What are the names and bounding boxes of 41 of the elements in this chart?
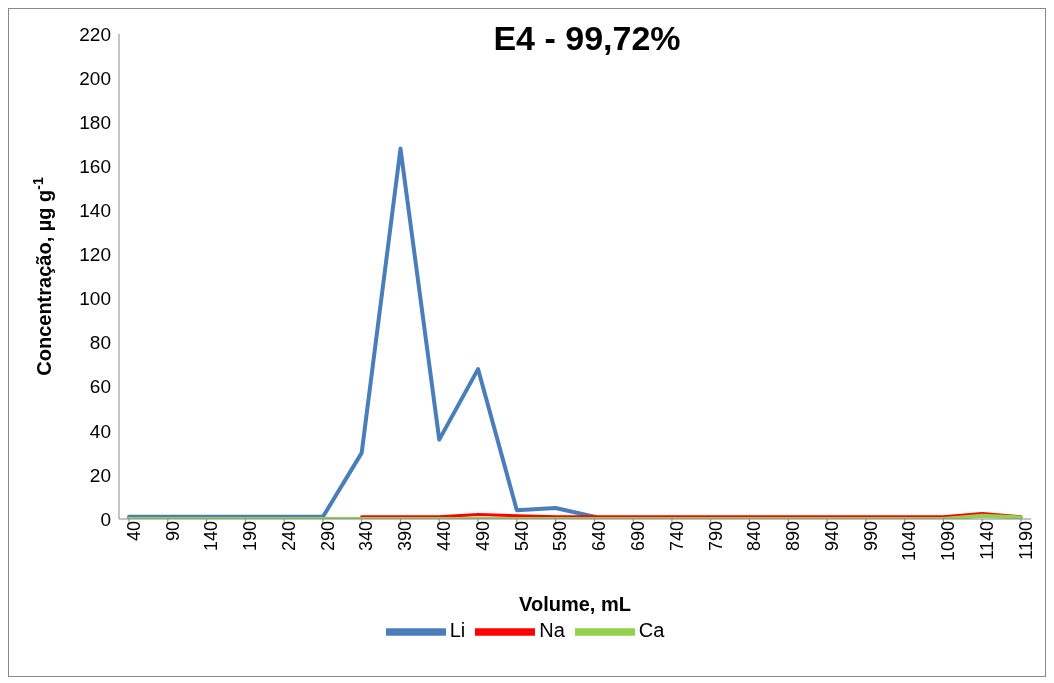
x-tick-label: 1090 xyxy=(938,521,959,562)
x-tick-label: 740 xyxy=(666,521,687,552)
x-tick-label: 290 xyxy=(317,521,338,552)
y-tick-label: 80 xyxy=(89,332,111,354)
x-tick-label: 490 xyxy=(472,521,493,552)
x-tick-label: 390 xyxy=(395,521,416,552)
x-tick-label: 140 xyxy=(201,521,222,552)
x-axis-title: Volume, mL xyxy=(519,593,631,615)
x-tick-label: 990 xyxy=(860,521,881,552)
x-tick-label: 790 xyxy=(705,521,726,552)
x-tick-label: 640 xyxy=(589,521,610,552)
y-tick-label: 40 xyxy=(89,420,111,442)
legend-label: Li xyxy=(449,619,466,642)
y-tick-label: 180 xyxy=(79,111,111,133)
x-tick-label: 1140 xyxy=(977,521,997,560)
y-tick-label: 140 xyxy=(79,200,111,222)
y-tick-label: 220 xyxy=(79,23,111,45)
x-tick-label: 90 xyxy=(162,521,183,542)
x-tick-label: 840 xyxy=(744,521,765,552)
y-tick-label: 60 xyxy=(89,376,111,398)
x-tick-label: 1190 xyxy=(1015,521,1036,560)
x-tick-label: 1040 xyxy=(899,521,920,562)
x-tick-label: 890 xyxy=(783,521,804,552)
legend-label: Na xyxy=(539,619,565,642)
x-tick-label: 190 xyxy=(240,521,261,552)
x-tick-label: 40 xyxy=(123,521,144,542)
y-tick-label: 160 xyxy=(79,156,111,178)
x-tick-label: 440 xyxy=(434,521,455,552)
y-tick-label: 200 xyxy=(79,67,111,89)
y-tick-label: 120 xyxy=(79,244,111,266)
x-tick-label: 540 xyxy=(511,521,532,552)
x-tick-label: 690 xyxy=(627,521,648,552)
y-tick-label: 100 xyxy=(79,288,111,310)
x-tick-label: 940 xyxy=(821,521,842,552)
x-tick-label: 340 xyxy=(356,521,377,552)
y-tick-label: 0 xyxy=(100,508,111,530)
y-tick-label: 20 xyxy=(89,464,111,486)
legend-label: Ca xyxy=(638,619,665,642)
chart-title: E4 - 99,72% xyxy=(493,19,681,57)
x-tick-label: 590 xyxy=(550,521,571,552)
x-tick-label: 240 xyxy=(278,521,299,552)
